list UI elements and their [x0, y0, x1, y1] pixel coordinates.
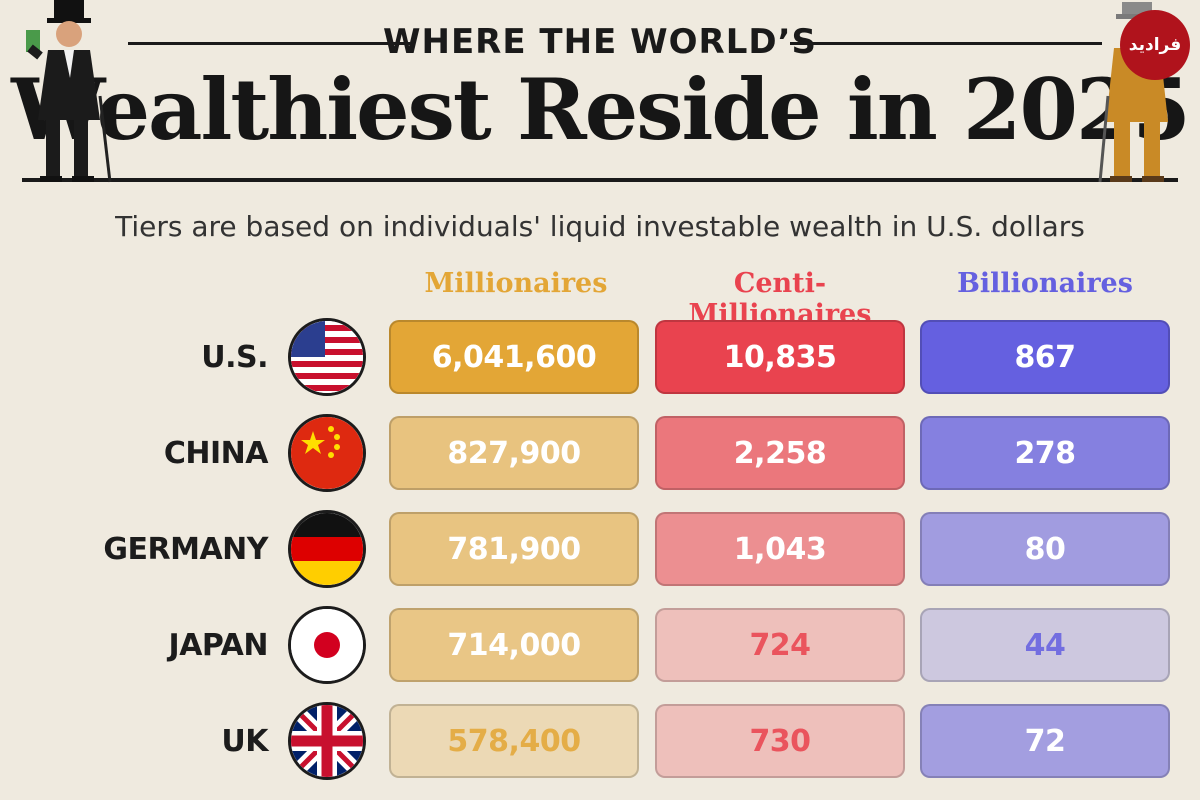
- row-label-germany: GERMANY: [103, 532, 268, 567]
- title-rule: [22, 178, 1178, 182]
- uk-flag-icon: [288, 702, 366, 780]
- subtitle: Tiers are based on individuals' liquid i…: [115, 210, 1085, 243]
- cell-china-millionaires: 827,900: [389, 416, 639, 490]
- cell-uk-millionaires: 578,400: [389, 704, 639, 778]
- kicker-rule-left: [128, 42, 410, 45]
- col-head-millionaires: Millionaires: [424, 268, 608, 299]
- cell-china-billionaires: 278: [920, 416, 1170, 490]
- row-label-china: CHINA: [163, 436, 269, 471]
- row-label-uk: UK: [221, 724, 268, 759]
- cell-china-centi-millionaires: 2,258: [655, 416, 905, 490]
- japan-flag-icon: [288, 606, 366, 684]
- wealthy-man-left-icon: [26, 0, 112, 183]
- cell-japan-centi-millionaires: 724: [655, 608, 905, 682]
- logo-text: فرادید: [1128, 35, 1182, 55]
- page-title: Wealthiest Reside in 2025: [11, 60, 1191, 159]
- cell-uk-billionaires: 72: [920, 704, 1170, 778]
- china-flag-icon: [288, 414, 366, 492]
- us-flag-icon: [288, 318, 366, 396]
- cell-germany-billionaires: 80: [920, 512, 1170, 586]
- cell-japan-billionaires: 44: [920, 608, 1170, 682]
- row-label-japan: JAPAN: [168, 628, 269, 663]
- cell-us-millionaires: 6,041,600: [389, 320, 639, 394]
- col-head-billionaires: Billionaires: [957, 268, 1133, 299]
- cell-japan-millionaires: 714,000: [389, 608, 639, 682]
- publisher-logo: فرادید: [1120, 10, 1190, 80]
- kicker-rule-right: [790, 42, 1102, 45]
- kicker-text: WHERE THE WORLD’S: [382, 22, 817, 62]
- cell-us-centi-millionaires: 10,835: [655, 320, 905, 394]
- cell-germany-millionaires: 781,900: [389, 512, 639, 586]
- cell-us-billionaires: 867: [920, 320, 1170, 394]
- row-label-us: U.S.: [201, 340, 268, 375]
- cell-uk-centi-millionaires: 730: [655, 704, 905, 778]
- germany-flag-icon: [288, 510, 366, 588]
- cell-germany-centi-millionaires: 1,043: [655, 512, 905, 586]
